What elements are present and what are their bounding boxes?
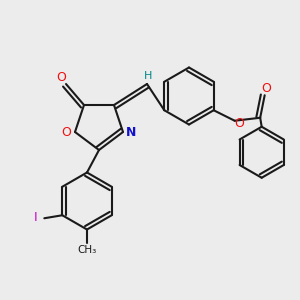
Text: O: O: [261, 82, 271, 95]
Text: I: I: [34, 211, 38, 224]
Text: CH₃: CH₃: [77, 245, 97, 255]
Text: N: N: [126, 125, 136, 139]
Text: O: O: [234, 117, 244, 130]
Text: O: O: [57, 71, 66, 84]
Text: O: O: [62, 125, 71, 139]
Text: H: H: [144, 70, 153, 81]
